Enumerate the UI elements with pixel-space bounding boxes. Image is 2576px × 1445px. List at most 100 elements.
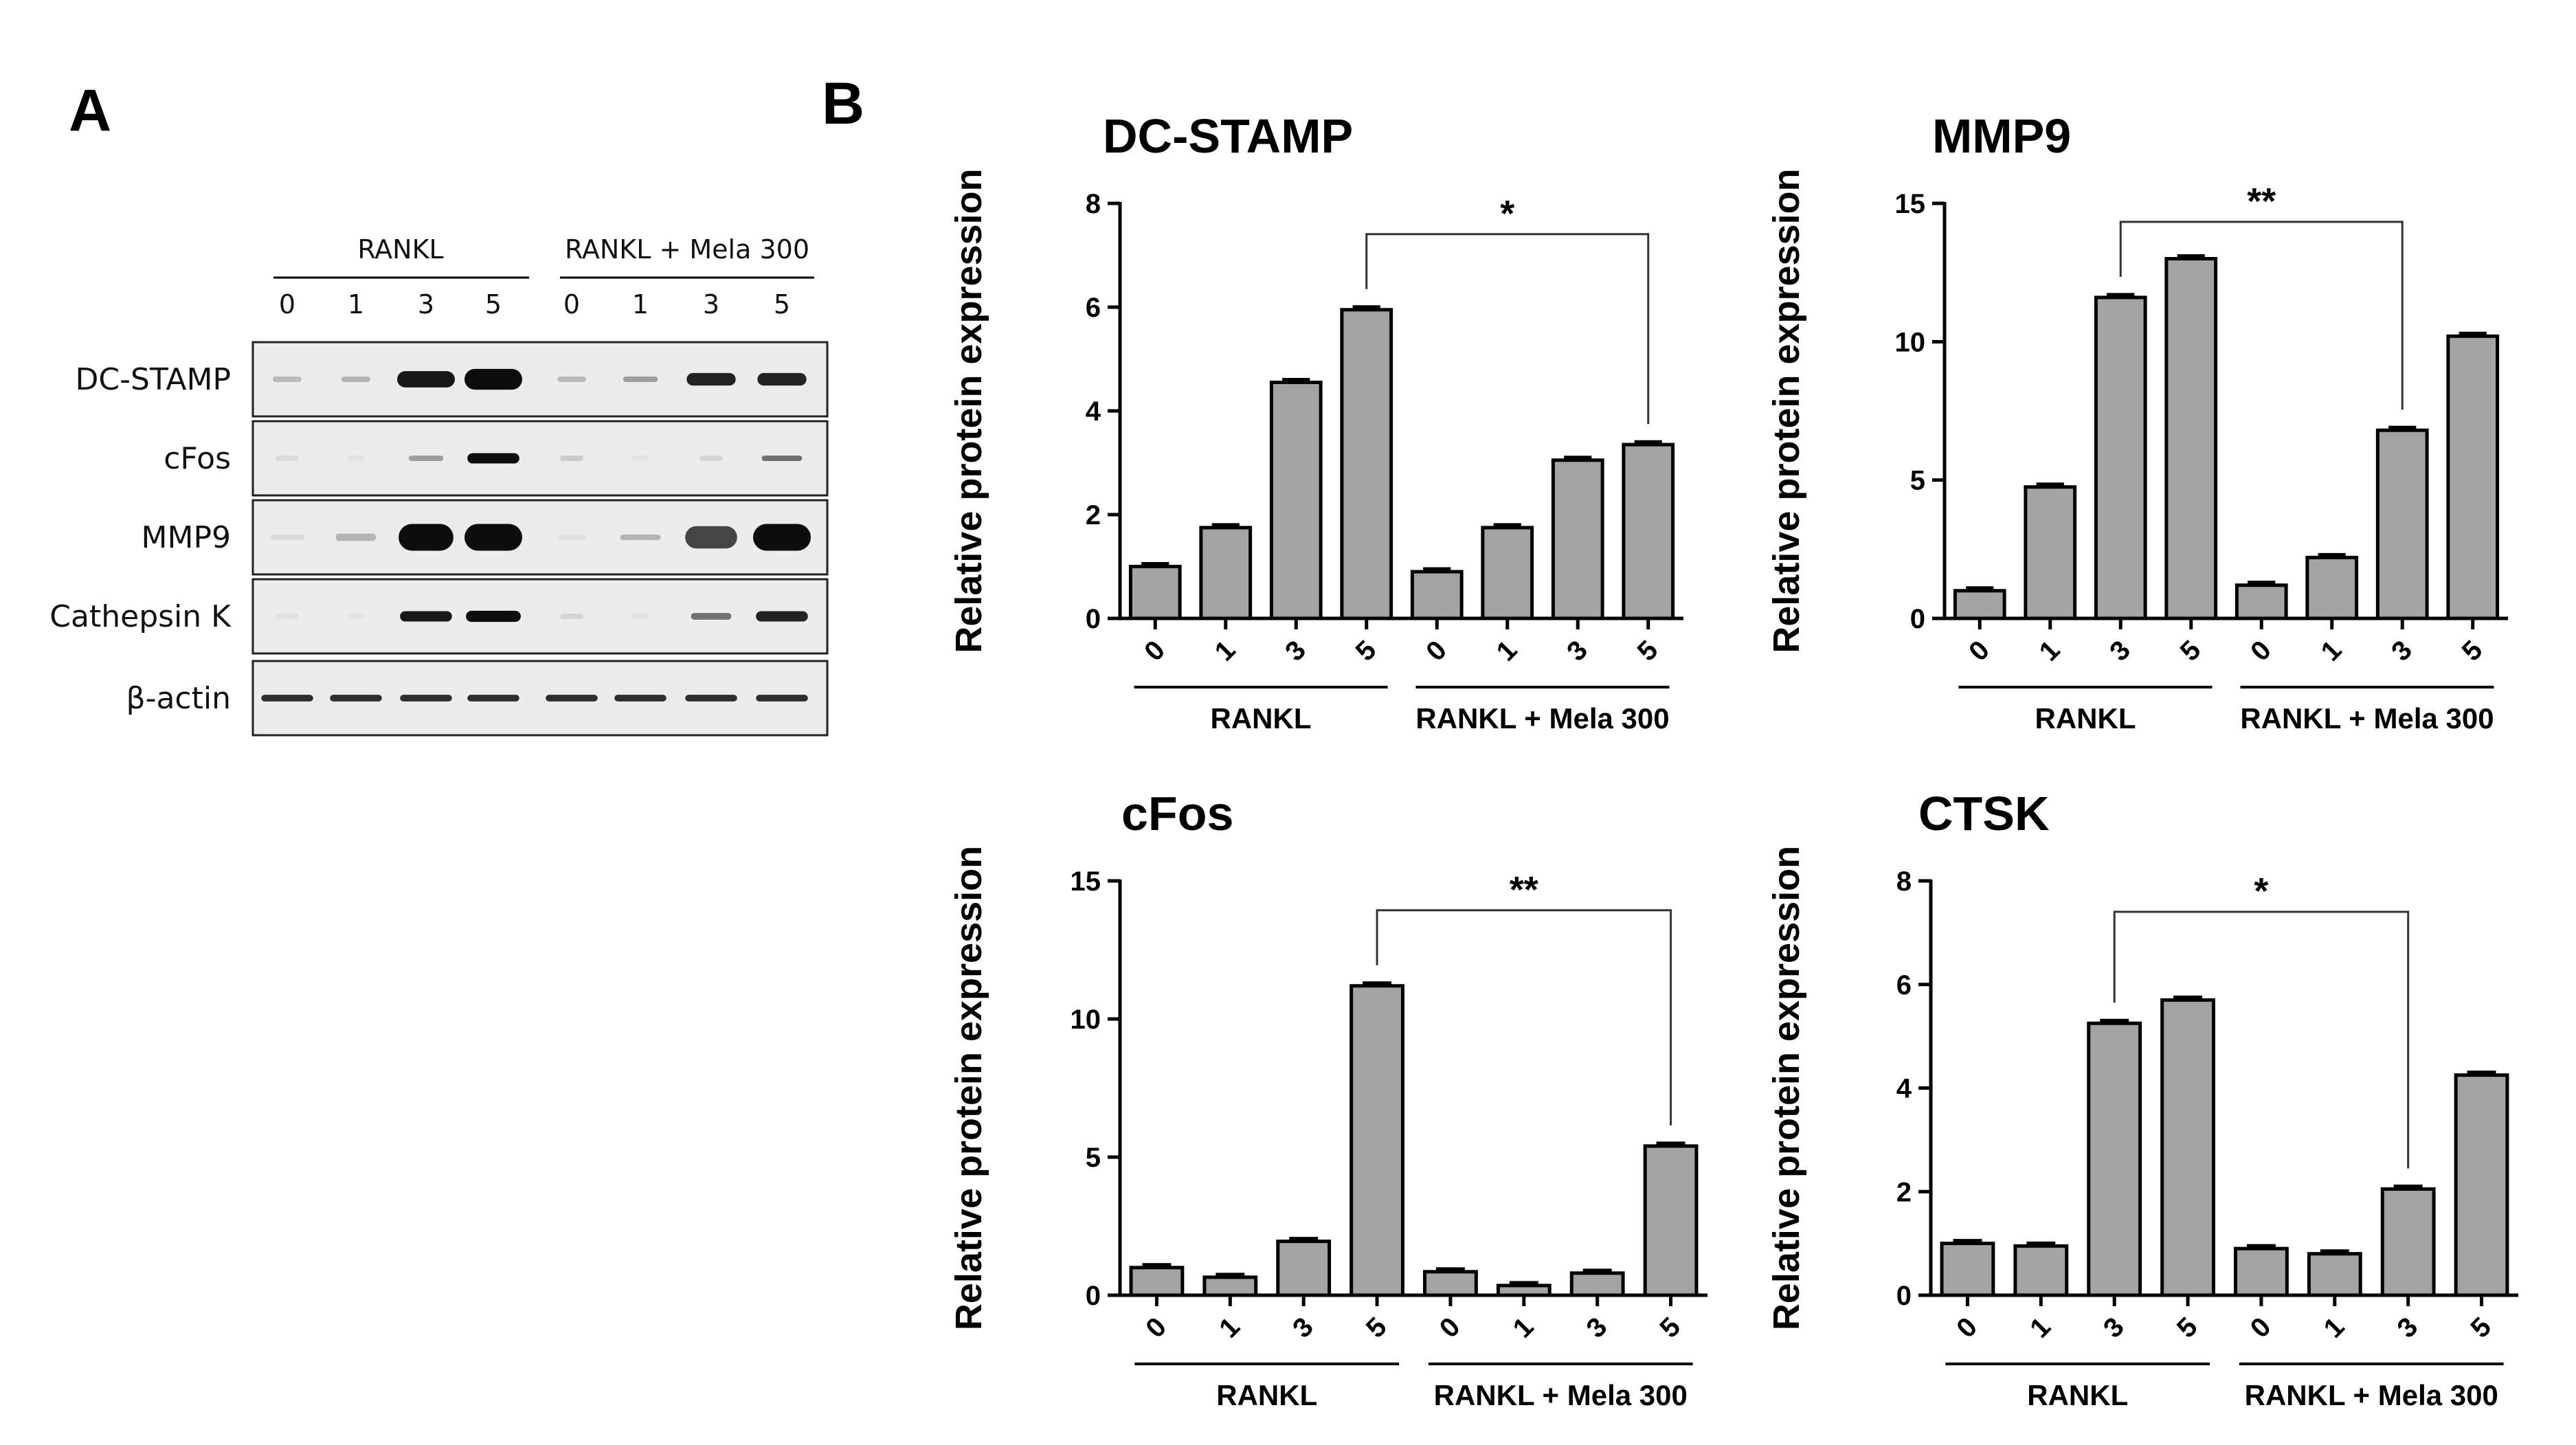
y-tick-label: 6: [1896, 970, 1912, 1000]
bar: [1481, 526, 1534, 620]
bar: [1643, 1144, 1699, 1297]
wb-band: [685, 695, 737, 702]
y-tick-label: 2: [1896, 1177, 1912, 1207]
bar: [2087, 1021, 2142, 1297]
bar: [2375, 428, 2429, 620]
x-tick-label: 0: [1951, 1312, 1983, 1344]
y-tick-label: 0: [1896, 1281, 1912, 1311]
x-tick-label: 1: [2024, 1312, 2057, 1344]
bar: [1423, 1270, 1478, 1297]
wb-band: [399, 524, 453, 551]
significance-label: *: [1500, 193, 1514, 234]
bar: [2160, 998, 2215, 1297]
x-tick-label: 0: [2245, 1312, 2277, 1344]
panel-label-b: B: [822, 71, 864, 137]
x-tick-label: 0: [1140, 1312, 1172, 1344]
y-axis-label: Relative protein expression: [1766, 846, 1807, 1330]
x-tick-label: 5: [1654, 1312, 1686, 1344]
y-tick-label: 8: [1896, 866, 1912, 897]
wb-lane-label: 3: [418, 289, 434, 320]
x-tick-label: 5: [2175, 635, 2207, 667]
wb-band: [757, 372, 807, 386]
wb-band: [347, 456, 365, 461]
group-label: RANKL: [2035, 702, 2136, 735]
wb-band: [397, 371, 455, 388]
bar: [2234, 1246, 2289, 1297]
y-tick-label: 15: [1895, 189, 1926, 219]
wb-band: [560, 614, 583, 619]
bar: [2013, 1244, 2069, 1297]
x-tick-label: 5: [2171, 1312, 2204, 1344]
x-tick-label: 5: [1360, 1312, 1393, 1344]
x-tick-label: 0: [2245, 635, 2277, 667]
significance-bracket: [1365, 233, 1650, 425]
chart-dc-stamp: DC-STAMP Relative protein expression 0 2 4 6 8…: [948, 109, 1683, 735]
significance-bracket: [1376, 909, 1672, 1125]
x-tick-label: 1: [1491, 635, 1523, 667]
bar: [2024, 485, 2077, 620]
wb-row-label: DC-STAMP: [76, 362, 231, 397]
bar: [1349, 984, 1404, 1297]
wb-lane-label: 0: [563, 289, 580, 320]
x-tick-label: 3: [2098, 1312, 2130, 1344]
wb-band: [699, 456, 723, 461]
wb-band: [466, 610, 521, 623]
bar: [1269, 380, 1323, 620]
significance-bracket: [2119, 221, 2404, 410]
significance-label: **: [2247, 181, 2276, 222]
chart-title: cFos: [1121, 787, 1233, 840]
panel-label-a: A: [69, 78, 111, 144]
y-tick-label: 8: [1086, 189, 1101, 219]
chart-title: DC-STAMP: [1103, 109, 1353, 163]
wb-row-label: β-actin: [126, 681, 231, 716]
bar: [1496, 1284, 1552, 1297]
x-tick-label: 0: [1434, 1312, 1466, 1344]
bar: [1622, 443, 1675, 620]
wb-row-label: MMP9: [142, 520, 231, 555]
wb-band: [347, 614, 365, 619]
y-tick-label: 10: [1071, 1005, 1101, 1035]
significance-label: **: [1510, 869, 1538, 910]
wb-band: [467, 695, 519, 702]
wb-band: [631, 456, 649, 461]
bar: [1202, 1275, 1258, 1297]
bar: [1129, 1266, 1185, 1297]
bar: [2305, 555, 2359, 620]
wb-row: DC-STAMP: [76, 341, 829, 418]
wb-row: cFos: [164, 420, 829, 497]
wb-band: [467, 453, 519, 464]
wb-band: [756, 611, 808, 622]
wb-band: [691, 613, 732, 620]
bar: [2235, 583, 2288, 620]
wb-band: [276, 456, 299, 461]
wb-row-label: cFos: [164, 441, 231, 476]
x-tick-label: 5: [1350, 635, 1382, 667]
y-axis-label: Relative protein expression: [948, 168, 989, 653]
bar: [1551, 458, 1604, 620]
x-tick-label: 0: [1139, 635, 1171, 667]
bar: [2307, 1252, 2362, 1297]
bar: [1340, 308, 1393, 620]
bar: [1199, 526, 1253, 620]
wb-lane-labels: 0 1 3 5 0 1 3 5: [279, 289, 790, 320]
bar-charts: DC-STAMP Relative protein expression 0 2 4 6 8…: [948, 109, 2518, 1411]
y-tick-label: 5: [1086, 1143, 1101, 1173]
wb-row: Cathepsin K: [49, 578, 829, 655]
wb-group-label-rankl-mela: RANKL + Mela 300: [565, 234, 809, 265]
wb-band: [341, 377, 370, 382]
y-tick-label: 4: [1086, 396, 1101, 427]
group-label: RANKL: [1216, 1379, 1317, 1411]
y-axis-label: Relative protein expression: [1766, 168, 1807, 653]
wb-band: [623, 377, 658, 382]
y-tick-label: 0: [1086, 604, 1101, 634]
wb-lane-label: 5: [485, 289, 502, 320]
bar: [1953, 589, 2006, 620]
bar: [2446, 334, 2500, 620]
x-tick-label: 3: [1581, 1312, 1613, 1344]
x-tick-label: 5: [1632, 635, 1664, 667]
y-tick-label: 10: [1895, 327, 1926, 357]
y-axis-label: Relative protein expression: [948, 846, 989, 1330]
wb-band: [400, 611, 452, 622]
x-tick-label: 1: [1209, 635, 1242, 667]
